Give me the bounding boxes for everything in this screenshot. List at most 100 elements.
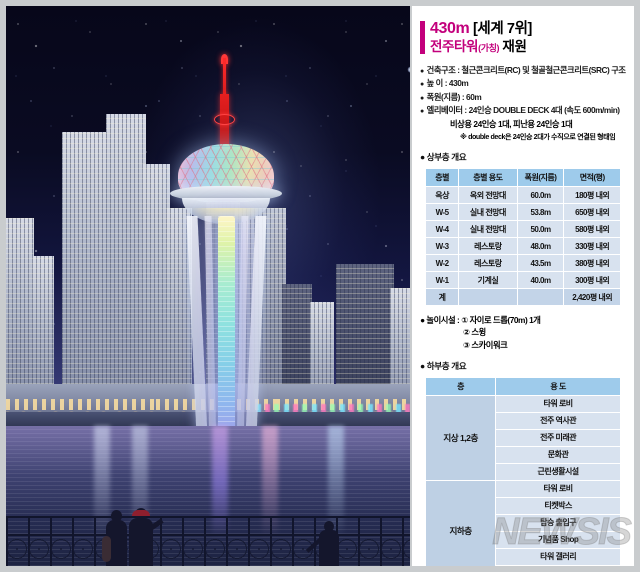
- spec-value-structure: 철근콘크리트(RC) 및 철골철근콘크리트(SRC) 구조: [461, 64, 626, 75]
- cell-use: 레스토랑: [458, 254, 518, 273]
- spec-word: 재원: [502, 38, 527, 54]
- cell-floor: W-2: [424, 254, 460, 273]
- table-row: 전주 역사관: [426, 411, 621, 430]
- specification-panel: 430m [세계 7위] 전주타워(가칭) 재원 ● 건축구조 : 철근콘크리트…: [412, 6, 634, 566]
- amusement-facilities-block: ● 놀이시설 : ① 자이로 드롭(70m) 1개 ② 스윙 ③ 스카이워크: [420, 314, 626, 352]
- table-row: W-2 레스토랑 43.5m 380평 내외: [424, 254, 621, 273]
- building-left-mid: [32, 256, 54, 414]
- spec-label-structure: 건축구조: [426, 64, 456, 75]
- colored-facade-lights: [256, 404, 410, 414]
- cityscape: [6, 6, 410, 566]
- spec-label-height: 높 이: [426, 78, 444, 89]
- upper-table-header-row: 층별 층별 용도 폭원(지름) 면적(평): [424, 168, 621, 188]
- lower-section-heading: ● 하부층 개요: [420, 360, 467, 371]
- reflection-streak-d: [328, 426, 344, 538]
- cell-total-blank-2: [516, 288, 565, 307]
- cell-use: 타워 로비: [495, 479, 621, 498]
- table-row: 주차장/기전실: [426, 564, 621, 566]
- spec-label-diameter: 폭원(지름): [426, 91, 461, 102]
- cell-diameter: 48.0m: [516, 237, 565, 256]
- spec-value-elevator: 24인승 DOUBLE DECK 4대 (속도 600m/min): [468, 105, 620, 116]
- upper-table-total-row: 계 2,420평 내외: [424, 288, 621, 307]
- cell-use: 타워 로비: [495, 394, 621, 413]
- building-left-far: [6, 218, 34, 414]
- upper-col-floor: 층별: [424, 168, 460, 188]
- table-row: 전주 미래관: [426, 428, 621, 447]
- play-item-3: ③ 스카이워크: [463, 339, 508, 350]
- cell-diameter: 53.8m: [516, 203, 565, 222]
- play-item-1: ① 자이로 드롭(70m) 1개: [461, 315, 541, 326]
- play-item-2: ② 스윙: [463, 327, 486, 338]
- observation-deck-rim: [170, 186, 282, 201]
- panel-title: 430m [세계 7위] 전주타워(가칭) 재원: [420, 20, 626, 55]
- cell-area: 650평 내외: [563, 203, 621, 222]
- spec-elevator-sub: 비상용 24인승 1대, 피난용 24인승 1대: [450, 118, 573, 129]
- table-row: 문화관: [426, 445, 621, 464]
- lower-group-ground: 지상 1,2층: [424, 394, 497, 481]
- table-row: W-3 레스토랑 48.0m 330평 내외: [424, 237, 621, 256]
- cell-total-area: 2,420평 내외: [563, 288, 621, 307]
- spec-label-elevator: 엘리베이터: [426, 105, 463, 116]
- table-row: 옥상 옥외 전망대 60.0m 180평 내외: [424, 186, 621, 205]
- cell-total-blank-1: [458, 288, 518, 307]
- cell-diameter: 50.0m: [516, 220, 565, 239]
- cell-area: 180평 내외: [563, 186, 621, 205]
- height-label: 430m: [430, 20, 470, 37]
- building-right-i: [390, 288, 410, 414]
- cell-use: 레스토랑: [458, 237, 518, 256]
- table-row: W-1 기계실 40.0m 300평 내외: [424, 271, 621, 290]
- lower-floor-table: 층 용 도 지상 1,2층 타워 로비 전주 역사관 전주 미래관 문화관 근린…: [424, 376, 621, 566]
- cell-use: 주차장/기전실: [495, 564, 621, 566]
- rank-label: [세계 7위]: [472, 21, 532, 37]
- cell-area: 300평 내외: [563, 271, 621, 290]
- building-tall-a: [62, 132, 108, 414]
- newsis-watermark: NEWSIS: [492, 511, 633, 554]
- cell-floor: W-4: [424, 220, 460, 239]
- cell-use: 전주 미래관: [495, 428, 621, 447]
- cell-use: 근린생활시설: [495, 462, 621, 481]
- cell-diameter: 43.5m: [516, 254, 565, 273]
- spec-value-height: 430m: [448, 78, 469, 89]
- cell-use: 기계실: [458, 271, 518, 290]
- spec-bullet-list: ● 건축구조 : 철근콘크리트(RC) 및 철골철근콘크리트(SRC) 구조 ●…: [420, 64, 626, 143]
- tower-name: 전주타워: [430, 38, 479, 54]
- cell-area: 330평 내외: [563, 237, 621, 256]
- cell-use: 기념품 Shop: [495, 530, 621, 549]
- spec-elevator-note: ※ double deck은 24인승 2대가 수직으로 연결된 형태임: [460, 132, 616, 141]
- waterfront-railing: [6, 516, 410, 566]
- podium-left: [6, 384, 156, 414]
- spec-row-elevator: ● 엘리베이터 : 24인승 DOUBLE DECK 4대 (속도 600m/m…: [420, 105, 620, 116]
- upper-col-diameter: 폭원(지름): [516, 168, 565, 188]
- railing-scrollwork: [6, 536, 410, 562]
- upper-floor-table: 층별 층별 용도 폭원(지름) 면적(평) 옥상 옥외 전망대 60.0m 18…: [424, 168, 621, 307]
- table-row: 지상 1,2층 타워 로비: [424, 394, 621, 481]
- tower-rendering-image: [6, 6, 410, 566]
- lower-col-floor: 층: [424, 376, 497, 396]
- tower-name-note: (가칭): [478, 42, 500, 53]
- cell-use: 문화관: [495, 445, 621, 464]
- cell-diameter: 60.0m: [516, 186, 565, 205]
- reflection-streak-c: [262, 426, 278, 538]
- upper-section-heading: ● 상부층 개요: [420, 152, 467, 163]
- spec-row-height: ● 높 이 : 430m: [420, 78, 469, 89]
- cell-use: 전주 역사관: [495, 411, 621, 430]
- upper-col-use: 층별 용도: [458, 168, 518, 188]
- table-row: 지하층 타워 로비: [424, 479, 621, 566]
- cell-area: 380평 내외: [563, 254, 621, 273]
- cell-use: 실내 전망대: [458, 203, 518, 222]
- cell-area: 580평 내외: [563, 220, 621, 239]
- cell-floor: W-3: [424, 237, 460, 256]
- table-row: W-5 실내 전망대 53.8m 650평 내외: [424, 203, 621, 222]
- lower-group-basement: 지하층: [424, 479, 497, 566]
- table-row: W-4 실내 전망대 50.0m 580평 내외: [424, 220, 621, 239]
- building-tall-c: [142, 164, 170, 414]
- table-row: 탑승 출입구: [426, 513, 621, 532]
- cell-total-label: 계: [424, 288, 460, 307]
- reflection-streak-a: [94, 426, 110, 538]
- cell-diameter: 40.0m: [516, 271, 565, 290]
- cell-use: 옥외 전망대: [458, 186, 518, 205]
- cell-use: 탑승 출입구: [495, 513, 621, 532]
- table-row: 기념품 Shop: [426, 530, 621, 549]
- spec-value-diameter: 60m: [466, 91, 482, 102]
